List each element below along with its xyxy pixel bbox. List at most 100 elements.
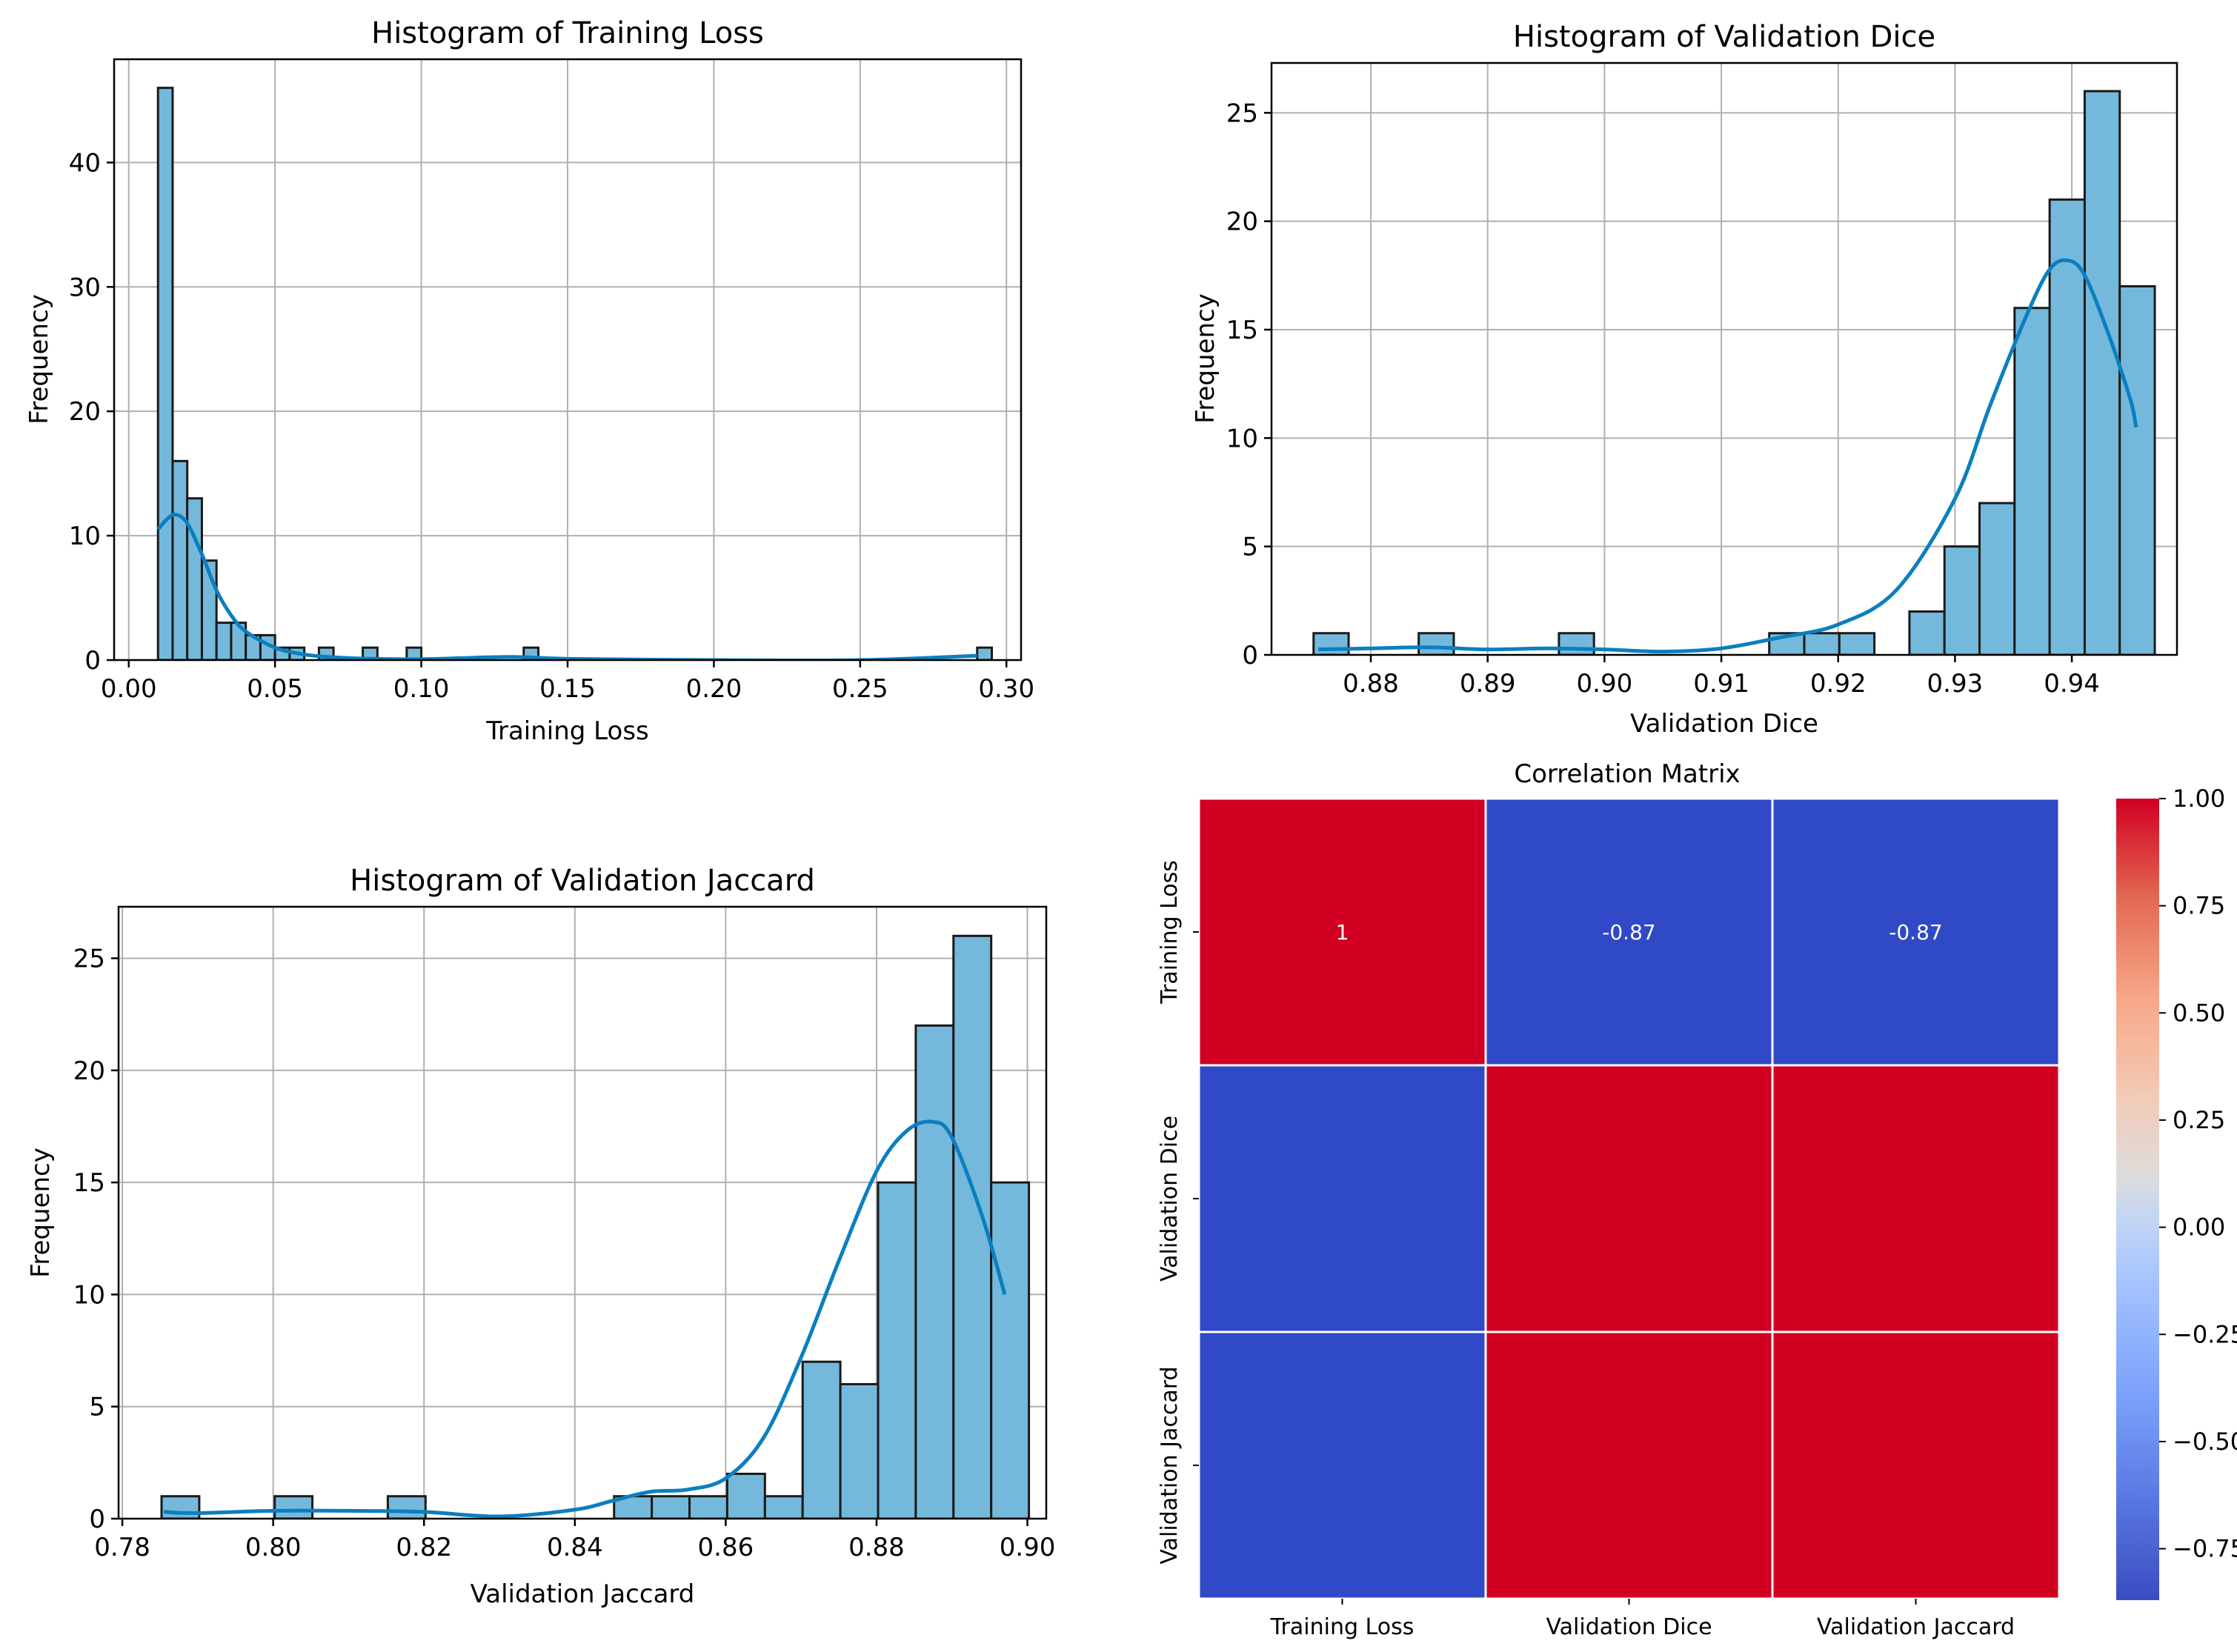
- x-tick-label: 0.05: [247, 674, 303, 704]
- y-tick-label: 30: [69, 273, 101, 302]
- x-axis-label: Training Loss: [485, 716, 649, 746]
- histogram-bar: [725, 1472, 766, 1519]
- colorbar-tick-label: 1.00: [2173, 785, 2225, 813]
- chart-title: Histogram of Validation Dice: [1513, 20, 1935, 54]
- x-tick-label: 0.20: [686, 674, 742, 704]
- histogram-bar: [1838, 632, 1876, 655]
- histogram-bar: [877, 1181, 917, 1519]
- histogram-bar: [1417, 632, 1455, 655]
- histogram-bar: [156, 87, 174, 660]
- x-tick-label: 0.92: [1810, 669, 1867, 699]
- chart-correlation-matrix: Correlation Matrix 1 -0.87 -0.87 Training …: [1157, 759, 2237, 1640]
- heatmap-cell: [1771, 797, 2061, 1067]
- histogram-bar: [763, 1495, 804, 1519]
- x-tick-label: 0.88: [848, 1533, 905, 1562]
- colorbar-tick-label: −0.50: [2173, 1428, 2237, 1456]
- bars: [156, 87, 994, 660]
- heatmap-cell: [1484, 1064, 1774, 1333]
- plot-frame: [1270, 61, 2178, 656]
- histogram-bar: [839, 1382, 880, 1519]
- kde-curve: [1318, 258, 2138, 654]
- x-tick-label: 0.94: [2044, 669, 2100, 699]
- x-tick-label: 0.00: [101, 674, 157, 704]
- colorbar-tick-label: −0.25: [2173, 1320, 2237, 1348]
- y-tick-label: 40: [69, 148, 101, 178]
- chart-title: Histogram of Validation Jaccard: [350, 864, 815, 898]
- bars: [1312, 90, 2156, 655]
- colorbar-gradient: [2116, 799, 2159, 1600]
- x-ticks: 0.00 0.05 0.10 0.15 0.20 0.25 0.30: [101, 660, 1034, 704]
- histogram-bar: [1803, 632, 1841, 655]
- histogram-bar: [801, 1360, 842, 1519]
- x-tick-label: 0.90: [1577, 669, 1633, 699]
- y-tick-label: 20: [73, 1056, 105, 1086]
- heatmap-annotation: 1: [1336, 920, 1349, 945]
- histogram-bar: [171, 459, 189, 660]
- heatmap-y-label: Training Loss: [1157, 860, 1183, 1005]
- histogram-bar: [386, 1495, 427, 1519]
- grid-x: [122, 907, 1028, 1519]
- histogram-bar: [186, 497, 203, 660]
- x-tick-label: 0.86: [698, 1533, 754, 1562]
- y-ticks: 0 10 20 30 40: [69, 148, 114, 676]
- heatmap-y-label: Validation Jaccard: [1157, 1366, 1183, 1564]
- heatmap-cell: [1197, 1330, 1487, 1600]
- y-tick-label: 20: [1226, 207, 1258, 237]
- grid-x: [127, 59, 1008, 660]
- x-tick-label: 0.80: [245, 1533, 302, 1562]
- heatmap-annotations: 1 -0.87 -0.87: [1336, 920, 1943, 945]
- plot-frame: [117, 905, 1048, 1520]
- histogram-bar: [215, 622, 233, 660]
- x-ticks: 0.78 0.80 0.82 0.84 0.86 0.88 0.90: [94, 1519, 1055, 1562]
- histogram-bar: [1978, 502, 2016, 655]
- x-ticks: 0.88 0.89 0.90 0.91 0.92 0.93 0.94: [1343, 655, 2100, 699]
- x-axis-label: Validation Dice: [1630, 709, 1818, 739]
- histogram-bar: [1908, 610, 1946, 655]
- bars: [160, 934, 1031, 1519]
- histogram-bar: [914, 1024, 955, 1519]
- x-tick-label: 0.82: [396, 1533, 452, 1562]
- x-tick-label: 0.89: [1460, 669, 1516, 699]
- y-tick-label: 25: [73, 945, 105, 974]
- histogram-bar: [1943, 545, 1981, 655]
- heatmap-cell: [1484, 1330, 1774, 1600]
- colorbar-tick-label: 0.00: [2173, 1213, 2225, 1242]
- y-tick-label: 10: [1226, 424, 1258, 453]
- colorbar-tick-label: 0.75: [2173, 892, 2225, 920]
- y-tick-label: 5: [1242, 533, 1258, 562]
- chart-validation-dice: Histogram of Validation Dice 0.88 0.89 0.9…: [1191, 20, 2178, 739]
- y-tick-label: 15: [73, 1168, 105, 1198]
- x-tick-label: 0.88: [1343, 669, 1399, 699]
- y-axis-label: Frequency: [1191, 293, 1220, 424]
- histogram-bar: [2013, 307, 2051, 655]
- histogram-bar: [976, 646, 994, 660]
- chart-title: Histogram of Training Loss: [371, 16, 764, 50]
- histogram-bar: [688, 1495, 728, 1519]
- heatmap-cell: [1484, 797, 1774, 1067]
- y-tick-label: 10: [69, 522, 101, 551]
- histogram-bar: [2118, 284, 2156, 655]
- x-tick-label: 0.25: [832, 674, 888, 704]
- y-tick-label: 10: [73, 1280, 105, 1310]
- histogram-bar: [160, 1495, 201, 1519]
- y-tick-label: 25: [1226, 99, 1258, 128]
- x-axis-label: Validation Jaccard: [471, 1579, 695, 1609]
- heatmap-x-label: Training Loss: [1270, 1614, 1415, 1640]
- y-tick-label: 5: [89, 1393, 105, 1422]
- heatmap-x-label: Validation Jaccard: [1817, 1614, 2015, 1640]
- x-tick-label: 0.30: [978, 674, 1034, 704]
- histogram-bar: [990, 1181, 1031, 1519]
- x-tick-label: 0.91: [1693, 669, 1749, 699]
- x-tick-label: 0.84: [547, 1533, 603, 1562]
- histogram-bar: [1312, 632, 1350, 655]
- y-tick-label: 0: [89, 1505, 105, 1534]
- y-tick-label: 20: [69, 397, 101, 427]
- y-tick-label: 0: [1242, 641, 1258, 670]
- heatmap-cell: [1771, 1064, 2061, 1333]
- heatmap-annotation: -0.87: [1602, 920, 1655, 945]
- x-tick-label: 0.93: [1927, 669, 1984, 699]
- x-tick-label: 0.15: [539, 674, 596, 704]
- heatmap-cells: [1197, 797, 2061, 1600]
- histogram-bar: [651, 1495, 691, 1519]
